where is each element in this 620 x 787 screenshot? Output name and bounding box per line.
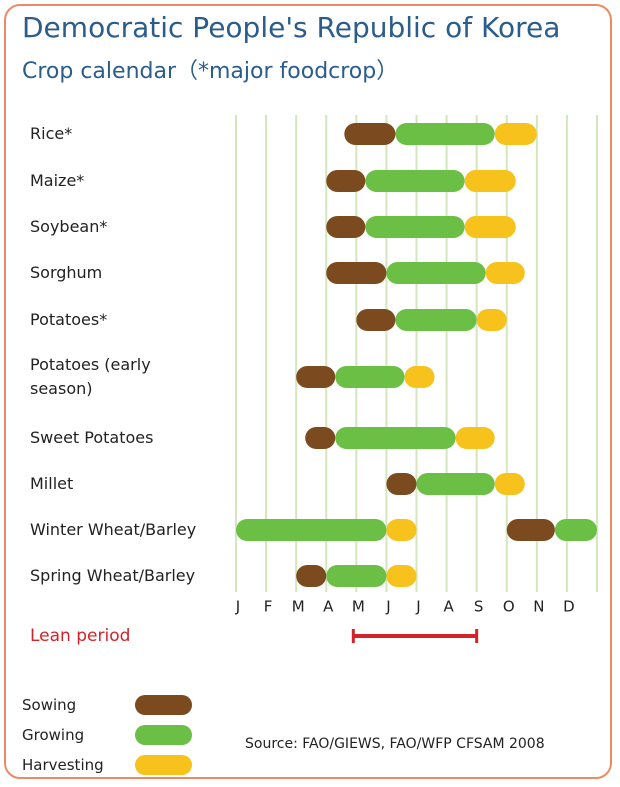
sowing-bar [326, 216, 366, 238]
source: Source: FAO/GIEWS, FAO/WFP CFSAM 2008 [245, 736, 545, 752]
sowing-bar [344, 123, 396, 145]
harvesting-bar [455, 427, 495, 449]
month-label: J [235, 598, 240, 616]
crop-label: Winter Wheat/Barley [30, 520, 197, 539]
crop-label: Millet [30, 474, 74, 493]
title: Democratic People's Republic of Korea [22, 11, 561, 44]
month-label: D [563, 598, 575, 616]
crop-label: Potatoes (early season) [30, 355, 151, 398]
harvesting-bar [404, 366, 435, 388]
legend-swatch [135, 725, 192, 745]
growing-bar [236, 519, 387, 541]
growing-bar [395, 123, 495, 145]
growing-bar [395, 309, 477, 331]
month-label: N [533, 598, 544, 616]
legend-swatch [135, 695, 192, 715]
growing-bar [365, 170, 465, 192]
month-label: A [323, 598, 334, 616]
month-label: M [352, 598, 365, 616]
subtitle: Crop calendar（*major foodcrop） [22, 59, 399, 84]
month-label: J [415, 598, 420, 616]
month-label: F [264, 598, 273, 616]
crop-label: Sorghum [30, 263, 103, 282]
month-label: A [443, 598, 454, 616]
growing-bar [386, 262, 486, 284]
crop-label: Spring Wheat/Barley [30, 566, 196, 585]
legend-label: Sowing [22, 696, 77, 714]
harvesting-bar [494, 123, 537, 145]
month-label: J [385, 598, 390, 616]
harvesting-bar [386, 519, 417, 541]
growing-bar [326, 565, 387, 587]
harvesting-bar [485, 262, 525, 284]
sowing-bar [356, 309, 396, 331]
growing-bar [365, 216, 465, 238]
lean-label: Lean period [30, 626, 131, 646]
legend-swatch [135, 755, 192, 775]
growing-bar [335, 366, 405, 388]
sowing-bar [326, 262, 387, 284]
crop-label: Potatoes* [30, 310, 108, 329]
sowing-bar [386, 473, 417, 495]
harvesting-bar [494, 473, 525, 495]
month-label: O [503, 598, 515, 616]
crop-label: Maize* [30, 171, 85, 190]
legend-label: Harvesting [22, 756, 104, 774]
month-label: S [474, 598, 484, 616]
harvesting-bar [386, 565, 417, 587]
sowing-bar [506, 519, 555, 541]
growing-bar [335, 427, 456, 449]
legend-label: Growing [22, 726, 85, 744]
growing-bar [416, 473, 495, 495]
crop-label: Soybean* [30, 217, 108, 236]
crop-label: Sweet Potatoes [30, 428, 154, 447]
sowing-bar [305, 427, 336, 449]
crop-label: Rice* [30, 124, 73, 143]
month-label: M [292, 598, 305, 616]
harvesting-bar [476, 309, 507, 331]
growing-bar [554, 519, 597, 541]
harvesting-bar [464, 170, 516, 192]
frame [4, 4, 612, 779]
harvesting-bar [464, 216, 516, 238]
sowing-bar [326, 170, 366, 192]
sowing-bar [296, 565, 327, 587]
sowing-bar [296, 366, 336, 388]
